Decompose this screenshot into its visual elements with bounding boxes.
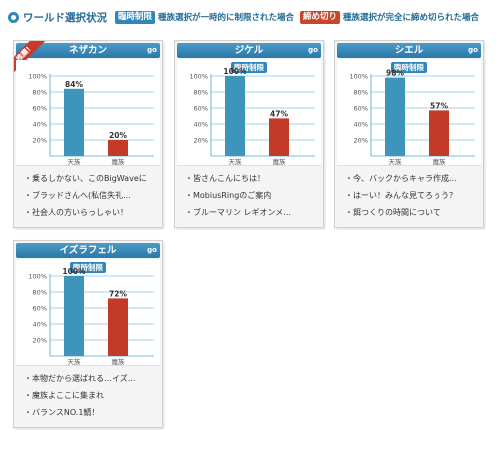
temp-limit-badge: 臨時制限 <box>70 262 106 273</box>
y-tick-label: 80% <box>354 89 368 97</box>
temp-limit-badge: 臨時制限 <box>231 62 267 73</box>
bar-value-label: 72% <box>109 289 127 298</box>
bar-chart-svg: 100% 80% 60% 40% 20% 100% 天族 72% 魔族 <box>28 267 154 366</box>
bar-mazoku <box>269 118 289 156</box>
world-card-izurafel: イズラフェル go 臨時制限 100% 80% 60% 40% 20% 100% 天族 72%… <box>13 240 163 428</box>
y-tick-label: 20% <box>194 137 208 145</box>
world-name: イズラフェル <box>59 245 117 256</box>
world-card-shieru: シエル go 臨時制限 100% 80% 60% 40% 20% 98% 天族 57% 魔族 今… <box>334 40 484 228</box>
y-tick-label: 80% <box>194 89 208 97</box>
world-title-bar[interactable]: ジケル go <box>177 43 321 58</box>
world-name: ネザカン <box>68 45 107 56</box>
bar-value-label: 100% <box>223 67 247 76</box>
y-tick-label: 100% <box>349 73 368 81</box>
topic-link[interactable]: MobiusRingのご案内 <box>185 187 320 204</box>
legend-temp-limit-desc: 種族選択が一時的に制限された場合 <box>158 13 295 23</box>
bar-mazoku <box>108 298 128 356</box>
temp-limit-badge: 臨時制限 <box>391 62 427 73</box>
y-tick-label: 40% <box>33 121 47 129</box>
bar-mazoku <box>108 140 128 156</box>
x-category-label: 魔族 <box>112 357 126 366</box>
section-title: ワールド選択状況 <box>23 11 107 24</box>
legend-temp-limit-badge: 臨時制限 <box>115 10 156 24</box>
x-category-label: 魔族 <box>273 157 287 166</box>
x-category-label: 天族 <box>68 157 82 166</box>
x-category-label: 魔族 <box>433 157 447 166</box>
bullet-circle-icon <box>8 11 19 23</box>
y-tick-label: 100% <box>189 73 208 81</box>
ratio-chart: 臨時制限 100% 80% 60% 40% 20% 98% 天族 57% 魔族 <box>337 60 481 166</box>
y-tick-label: 20% <box>33 337 47 345</box>
go-link[interactable]: go <box>308 46 318 54</box>
bar-tenzoku <box>385 77 405 156</box>
bar-tenzoku <box>64 88 84 156</box>
y-tick-label: 60% <box>194 105 208 113</box>
topic-link[interactable]: ブラッドさんへ(私信失礼... <box>24 187 159 204</box>
bar-chart-svg: 100% 80% 60% 40% 20% 84% 天族 20% 魔族 <box>28 73 154 166</box>
topic-link[interactable]: バランスNO.1鯖！ <box>24 404 159 421</box>
bar-value-label: 98% <box>386 69 404 78</box>
bar-mazoku <box>429 110 449 156</box>
bar-value-label: 84% <box>65 80 83 89</box>
ratio-chart: 臨時制限 100% 80% 60% 40% 20% 100% 天族 47% 魔族 <box>177 60 321 166</box>
topic-link[interactable]: 魔族よここに集まれ <box>24 387 159 404</box>
x-category-label: 天族 <box>389 157 403 166</box>
y-tick-label: 60% <box>33 305 47 313</box>
world-name: シエル <box>394 45 424 56</box>
world-card-jikeru: ジケル go 臨時制限 100% 80% 60% 40% 20% 100% 天族 47% 魔族 … <box>174 40 324 228</box>
topic-list: 本物だから選ばれる…イズ... 魔族よここに集まれ バランスNO.1鯖！ <box>24 370 159 421</box>
topic-link[interactable]: 餌つくりの時間について <box>345 204 480 221</box>
ratio-chart: 100% 80% 60% 40% 20% 84% 天族 20% 魔族 <box>16 60 160 166</box>
ratio-chart: 臨時制限 100% 80% 60% 40% 20% 100% 天族 72% 魔族 <box>16 260 160 366</box>
y-tick-label: 40% <box>194 121 208 129</box>
y-tick-label: 100% <box>28 73 47 81</box>
y-tick-label: 40% <box>33 321 47 329</box>
world-title-bar[interactable]: イズラフェル go <box>16 243 160 258</box>
bar-value-label: 47% <box>270 109 288 118</box>
bar-tenzoku <box>64 276 84 356</box>
x-category-label: 天族 <box>68 357 82 366</box>
bar-value-label: 100% <box>62 267 86 276</box>
y-tick-label: 60% <box>33 105 47 113</box>
world-title-bar[interactable]: シエル go <box>337 43 481 58</box>
topic-list: 今、バックからキャラ作成... はーい！みんな見てろぅう？ 餌つくりの時間につい… <box>345 170 480 221</box>
topic-link[interactable]: 乗るしかない、このBigWaveに <box>24 170 159 187</box>
world-title-bar[interactable]: ネザカン go <box>16 43 160 58</box>
section-header: ワールド選択状況 臨時制限 種族選択が一時的に制限された場合 締め切り 種族選択… <box>8 8 496 26</box>
y-tick-label: 20% <box>354 137 368 145</box>
bar-value-label: 20% <box>109 131 127 140</box>
topic-link[interactable]: はーい！みんな見てろぅう？ <box>345 187 480 204</box>
y-tick-label: 40% <box>354 121 368 129</box>
bar-chart-svg: 100% 80% 60% 40% 20% 98% 天族 57% 魔族 <box>349 69 475 166</box>
go-link[interactable]: go <box>468 46 478 54</box>
topic-link[interactable]: 今、バックからキャラ作成... <box>345 170 480 187</box>
topic-list: 皆さんこんにちは！ MobiusRingのご案内 ブルーマリン レギオンメ... <box>185 170 320 221</box>
y-tick-label: 20% <box>33 137 47 145</box>
x-category-label: 魔族 <box>112 157 126 166</box>
x-category-label: 天族 <box>229 157 243 166</box>
bar-value-label: 57% <box>430 101 448 110</box>
y-tick-label: 80% <box>33 89 47 97</box>
y-tick-label: 80% <box>33 289 47 297</box>
topic-link[interactable]: 本物だから選ばれる…イズ... <box>24 370 159 387</box>
go-link[interactable]: go <box>147 46 157 54</box>
topic-link[interactable]: 社会人の方いらっしゃい！ <box>24 204 159 221</box>
topic-link[interactable]: ブルーマリン レギオンメ... <box>185 204 320 221</box>
go-link[interactable]: go <box>147 246 157 254</box>
bar-tenzoku <box>225 76 245 156</box>
y-tick-label: 60% <box>354 105 368 113</box>
world-name: ジケル <box>234 45 264 56</box>
legend-closed-badge: 締め切り <box>300 10 341 24</box>
bar-chart-svg: 100% 80% 60% 40% 20% 100% 天族 47% 魔族 <box>189 67 315 166</box>
y-tick-label: 100% <box>28 273 47 281</box>
topic-list: 乗るしかない、このBigWaveに ブラッドさんへ(私信失礼... 社会人の方い… <box>24 170 159 221</box>
legend-closed-desc: 種族選択が完全に締め切られた場合 <box>343 13 480 23</box>
topic-link[interactable]: 皆さんこんにちは！ <box>185 170 320 187</box>
